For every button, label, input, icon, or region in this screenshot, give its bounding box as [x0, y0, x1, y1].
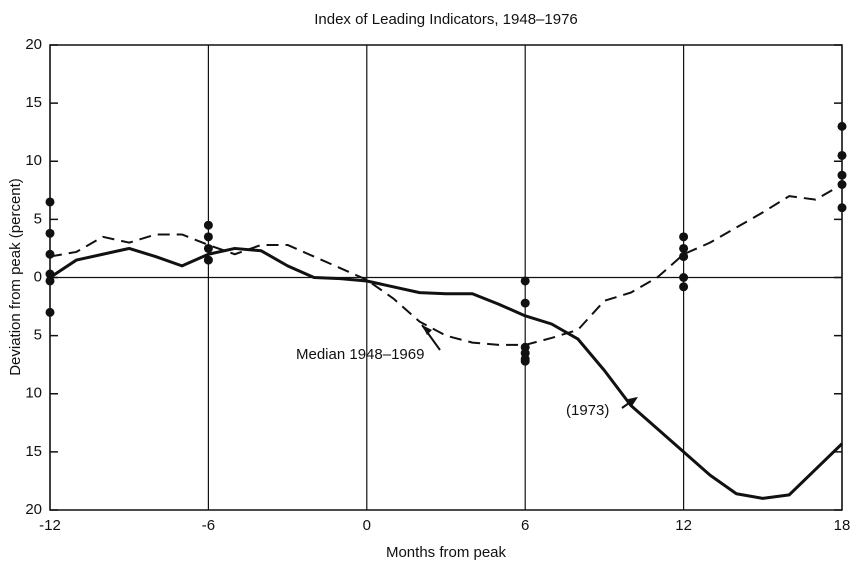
series-label: (1973)	[566, 402, 609, 419]
x-tick-label: 0	[363, 517, 371, 534]
series-label: Median 1948–1969	[296, 346, 424, 363]
y-tick-label: 5	[34, 210, 42, 227]
data-point	[679, 232, 689, 242]
x-tick-label: -6	[202, 517, 215, 534]
data-point	[679, 282, 689, 292]
data-point	[679, 273, 689, 282]
arrow-head	[422, 325, 432, 335]
data-point	[203, 243, 213, 253]
data-point	[520, 276, 530, 286]
x-axis-label: Months from peak	[386, 544, 507, 561]
data-point	[679, 243, 689, 253]
data-point	[520, 298, 530, 308]
data-point	[45, 276, 55, 286]
y-tick-label: 20	[25, 501, 42, 518]
data-point	[837, 121, 847, 131]
y-tick-label: 15	[25, 94, 42, 111]
y-axis-label: Deviation from peak (percent)	[7, 178, 24, 376]
data-point	[837, 180, 847, 189]
series-line	[49, 183, 843, 346]
y-tick-label: 0	[34, 268, 42, 285]
data-point	[837, 150, 847, 160]
data-point	[837, 203, 847, 213]
data-point	[203, 255, 213, 265]
x-tick-label: -12	[39, 517, 61, 534]
y-tick-label: 15	[25, 443, 42, 460]
x-tick-label: 12	[675, 517, 692, 534]
y-tick-label: 10	[25, 385, 42, 402]
data-point	[203, 232, 213, 242]
data-point	[45, 269, 55, 279]
series-line	[49, 246, 844, 500]
x-tick-label: 6	[521, 517, 529, 534]
y-tick-label: 5	[34, 327, 42, 344]
y-tick-label: 10	[25, 152, 42, 169]
data-point	[679, 252, 689, 262]
arrow-head	[628, 397, 638, 406]
x-tick-label: 18	[834, 517, 851, 534]
data-point	[45, 249, 55, 259]
data-point	[45, 307, 55, 317]
data-point	[45, 228, 55, 238]
y-tick-label: 20	[25, 36, 42, 53]
data-point	[45, 197, 55, 207]
data-point	[837, 170, 847, 180]
data-point	[203, 220, 213, 230]
data-point	[520, 356, 530, 366]
chart-title: Index of Leading Indicators, 1948–1976	[314, 11, 578, 28]
